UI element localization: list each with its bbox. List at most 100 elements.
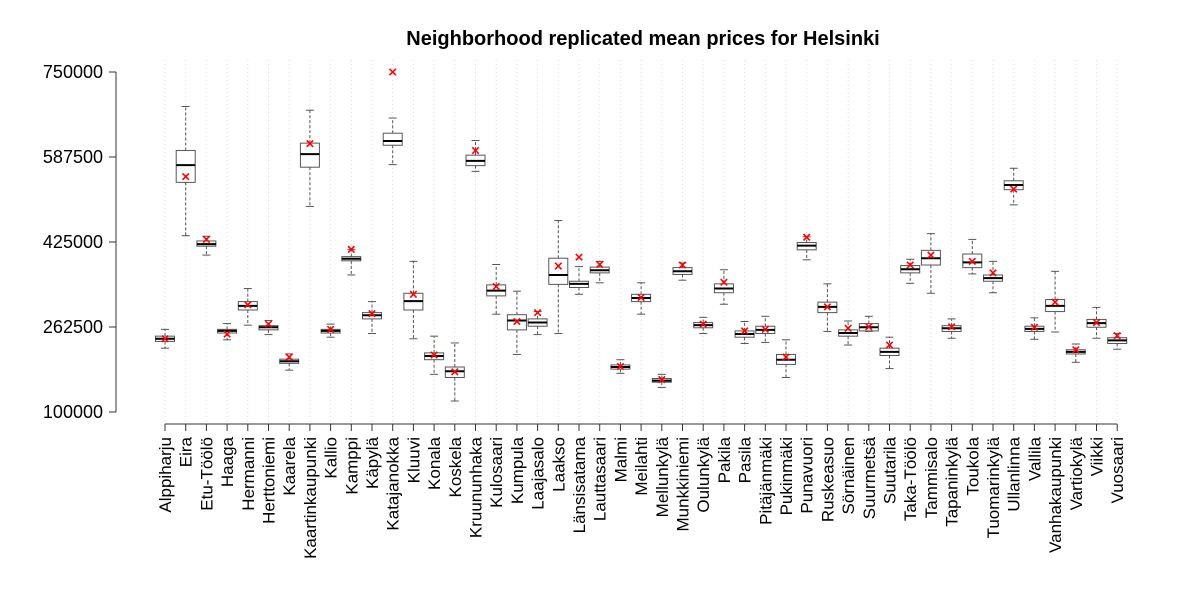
mean-marker	[927, 251, 935, 259]
mean-marker-stroke	[1113, 331, 1121, 340]
mean-marker	[181, 172, 190, 181]
y-tick-label: 100000	[43, 402, 103, 422]
box-etu-töölö	[196, 235, 217, 256]
x-tick-label: Vanhakaupunki	[1046, 437, 1065, 553]
mean-marker-stroke	[720, 278, 728, 287]
box-haaga	[217, 323, 238, 341]
x-tick-label: Konala	[425, 436, 444, 489]
box-suurmetsä	[858, 315, 879, 332]
box-katajanokka	[382, 68, 403, 166]
mean-marker	[1030, 323, 1039, 332]
x-tick-label: Oulunkylä	[694, 436, 713, 512]
mean-marker	[637, 293, 645, 302]
box-kluuvi	[403, 260, 424, 340]
x-tick-label: Haaga	[218, 436, 237, 487]
box-suutarila	[879, 336, 900, 370]
mean-marker	[947, 322, 956, 331]
mean-marker-stroke	[947, 322, 956, 331]
mean-marker-stroke	[244, 301, 252, 309]
mean-marker-stroke	[285, 353, 293, 361]
mean-marker	[865, 322, 873, 331]
mean-marker-stroke	[802, 233, 811, 242]
mean-marker-stroke	[1009, 185, 1018, 193]
box-tuomarinkylä	[983, 260, 1003, 294]
axes: 100000 262500 425000 587500 750000	[43, 62, 1118, 431]
mean-marker-stroke	[575, 253, 583, 261]
box-mellunkylä	[651, 373, 672, 388]
mean-marker	[720, 278, 728, 287]
box-länsisatama	[569, 253, 589, 295]
y-tick-label: 587500	[43, 147, 103, 167]
mean-marker-stroke	[409, 290, 418, 299]
x-tick-label: Länsisatama	[570, 436, 589, 533]
box-ruskeasuo	[817, 283, 838, 332]
x-tick-label: Taka-Töölö	[901, 437, 920, 521]
x-tick-label: Pitäjänmäki	[756, 437, 775, 525]
mean-marker-stroke	[1030, 323, 1039, 332]
mean-marker	[161, 335, 169, 343]
box-ullanlinna	[1003, 167, 1024, 206]
x-tick-label: Sörnäinen	[839, 437, 858, 515]
x-tick-label: Suutarila	[881, 436, 900, 504]
x-tick-label: Koskela	[446, 436, 465, 497]
x-tick-label: Kumpula	[508, 436, 527, 504]
mean-marker-stroke	[430, 351, 438, 359]
x-tick-label: Kamppi	[342, 437, 361, 495]
mean-marker-stroke	[927, 251, 935, 259]
x-tick-label: Ullanlinna	[1005, 436, 1024, 511]
x-tick-label: Laajasalo	[529, 437, 548, 510]
x-tick-label: Ruskeasuo	[818, 437, 837, 522]
x-tick-label: Laakso	[549, 437, 568, 492]
mean-marker	[989, 269, 997, 277]
chart-title: Neighborhood replicated mean prices for …	[406, 28, 879, 50]
x-tick-label: Herttoniemi	[260, 437, 279, 524]
x-tick-label: Pakila	[715, 436, 734, 483]
box-iqr	[548, 257, 569, 285]
mean-marker	[244, 301, 252, 309]
x-tick-label: Mellunkylä	[653, 436, 672, 517]
mean-marker	[347, 245, 356, 254]
mean-marker	[513, 317, 521, 326]
mean-marker	[1051, 298, 1059, 306]
mean-marker	[678, 261, 687, 269]
x-tick-label: Tuomarinkylä	[984, 436, 1003, 538]
mean-marker-stroke	[865, 322, 873, 331]
mean-marker	[802, 233, 811, 242]
mean-marker	[823, 303, 832, 311]
box-kumpula	[506, 290, 527, 355]
mean-marker	[575, 253, 583, 261]
x-tick-label: Suurmetsä	[860, 436, 879, 519]
box-tammisalo	[920, 233, 941, 294]
mean-marker	[388, 68, 397, 76]
mean-marker-stroke	[368, 309, 376, 318]
y-tick-label: 425000	[43, 232, 103, 252]
mean-marker-stroke	[347, 245, 356, 254]
x-tick-label: Pukinmäki	[777, 437, 796, 515]
x-tick-label: Tammisalo	[922, 437, 941, 518]
box-käpylä	[362, 301, 382, 335]
x-tick-label: Eira	[177, 436, 196, 467]
box-hermanni	[237, 288, 258, 326]
mean-marker	[368, 309, 376, 318]
box-vuosaari	[1107, 331, 1128, 350]
mean-marker-stroke	[885, 341, 894, 349]
mean-marker-stroke	[533, 308, 542, 317]
x-tick-label: Tapaninkylä	[943, 436, 962, 526]
mean-marker-stroke	[223, 330, 231, 338]
mean-marker	[699, 320, 707, 328]
x-tick-label: Käpylä	[363, 436, 382, 489]
box-pakila	[713, 269, 734, 305]
mean-marker	[430, 351, 438, 359]
mean-marker	[451, 367, 459, 376]
box-tapaninkylä	[941, 318, 962, 339]
x-tick-label: Kaarela	[280, 436, 299, 495]
box-munkkiniemi	[672, 261, 693, 281]
x-tick-label: Vallila	[1025, 436, 1044, 481]
y-tick-label: 262500	[43, 317, 103, 337]
mean-marker-stroke	[968, 257, 977, 266]
box-vallila	[1024, 317, 1045, 340]
box-malmi	[610, 359, 631, 374]
y-tick-label: 750000	[43, 62, 103, 82]
mean-marker-stroke	[637, 293, 645, 302]
box-laakso	[548, 220, 569, 335]
